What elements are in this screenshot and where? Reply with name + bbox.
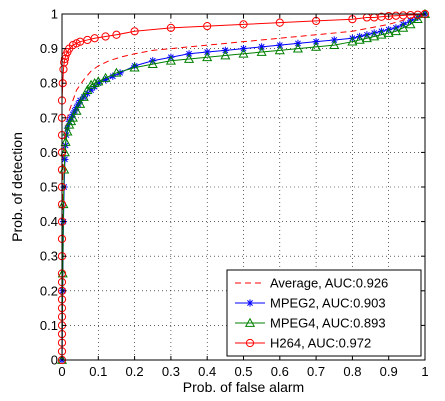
- y-tick-label: 1: [51, 7, 58, 22]
- series-2-point: [71, 105, 82, 115]
- series-2-point: [129, 62, 140, 72]
- y-tick-label: 0.4: [40, 214, 58, 229]
- series-2-point: [184, 53, 195, 63]
- x-tick-label: 0.7: [307, 364, 325, 379]
- series-2-point: [67, 112, 78, 122]
- series-2-point: [361, 32, 372, 43]
- x-tick-label: 0.3: [162, 364, 180, 379]
- series-2-point: [85, 79, 97, 89]
- y-tick-labels: 0 0.1 0.2 0.3 0.4 0.5 0.6 0.7 0.8 0.9 1: [40, 7, 58, 368]
- x-tick-label: 0.4: [198, 364, 216, 379]
- series-3-point: [112, 30, 121, 39]
- series-2-point: [405, 19, 416, 29]
- series-3-point: [203, 22, 212, 31]
- series-2-point: [82, 84, 93, 94]
- series-2-point: [274, 45, 285, 55]
- series-3-point: [166, 23, 175, 32]
- x-tick-labels: 0 0.1 0.2 0.3 0.4 0.5 0.6 0.7 0.8 0.9 1: [58, 364, 428, 379]
- series-1-point: [87, 86, 95, 94]
- plot-curves: [56, 8, 431, 365]
- legend-entry-1: MPEG2, AUC:0.903: [235, 296, 386, 311]
- series-2-point: [390, 26, 402, 36]
- series-2-point: [256, 46, 267, 56]
- legend-marker: [246, 299, 254, 307]
- y-tick-label: 0.1: [40, 318, 58, 333]
- series-3-point: [239, 20, 248, 29]
- series-2-point: [78, 91, 89, 101]
- y-tick-label: 0.8: [40, 76, 58, 91]
- y-tick-label: 0.2: [40, 283, 58, 298]
- legend-label: MPEG2, AUC:0.903: [270, 296, 386, 311]
- y-tick-label: 0.6: [40, 145, 58, 160]
- legend-label: Average, AUC:0.926: [270, 276, 388, 291]
- series-2-point: [220, 50, 231, 60]
- x-tick-label: 0.8: [343, 364, 361, 379]
- series-2-point: [292, 43, 303, 53]
- series-line-2: [61, 13, 426, 361]
- x-tick-label: 1: [421, 364, 428, 379]
- legend-entry-3: H264, AUC:0.972: [235, 336, 371, 351]
- y-tick-label: 0.3: [40, 249, 58, 264]
- legend-marker: [245, 338, 255, 348]
- series-2-point: [347, 36, 358, 46]
- series-3-point: [58, 79, 67, 88]
- series-2-point: [398, 22, 409, 32]
- series-1-point: [101, 76, 110, 84]
- series-1-point: [116, 69, 124, 77]
- x-axis-label: Prob. of false alarm: [183, 379, 304, 395]
- series-2-point: [100, 72, 111, 82]
- y-tick-label: 0.9: [40, 41, 58, 56]
- series-2-point: [202, 52, 213, 62]
- series-2-point: [89, 77, 100, 88]
- legend-entry-2: MPEG4, AUC:0.893: [235, 316, 386, 331]
- series-line-0: [61, 13, 426, 361]
- legend: Average, AUC:0.926 MPEG2, AUC:0.903 MPEG4,…: [226, 269, 422, 357]
- series-3-point: [275, 18, 284, 27]
- series-3-point: [101, 32, 110, 41]
- series-3-point: [90, 34, 99, 43]
- series-0: [61, 13, 426, 361]
- legend-marker: [244, 317, 256, 327]
- series-2-point: [62, 126, 73, 136]
- series-1-point: [414, 13, 422, 22]
- y-tick-label: 0: [51, 353, 58, 368]
- series-1-point: [131, 62, 139, 70]
- legend-label: H264, AUC:0.972: [270, 336, 371, 351]
- x-tick-label: 0.5: [234, 364, 252, 379]
- series-2-point: [311, 41, 322, 51]
- legend-box: [226, 269, 422, 357]
- legend-label: MPEG4, AUC:0.893: [270, 316, 386, 331]
- series-3-point: [130, 27, 139, 36]
- axis-ticks: [61, 13, 426, 361]
- x-tick-label: 0.9: [380, 364, 398, 379]
- x-tick-label: 0.2: [126, 364, 144, 379]
- series-3-point: [60, 54, 70, 64]
- legend-entry-0: Average, AUC:0.926: [235, 276, 388, 291]
- series-2-point: [111, 67, 122, 77]
- series-2-point: [376, 29, 387, 39]
- series-2-point: [147, 58, 158, 69]
- y-axis-label: Prob. of detection: [9, 132, 25, 242]
- x-tick-label: 0.1: [89, 364, 107, 379]
- series-2-point: [369, 31, 380, 41]
- series-1-point: [94, 79, 102, 87]
- y-tick-label: 0.7: [40, 110, 58, 125]
- series-2-point: [75, 98, 86, 108]
- series-2-point: [412, 13, 423, 24]
- series-2-point: [165, 55, 176, 65]
- series-2-point: [60, 136, 71, 146]
- series-2-point: [238, 48, 249, 58]
- series-2-point: [93, 76, 104, 86]
- x-tick-label: 0: [58, 364, 65, 379]
- series-2-point: [383, 27, 394, 37]
- series-2-point: [354, 34, 365, 44]
- x-tick-label: 0.6: [271, 364, 289, 379]
- y-tick-label: 0.5: [40, 180, 58, 195]
- series-2-point: [329, 39, 340, 49]
